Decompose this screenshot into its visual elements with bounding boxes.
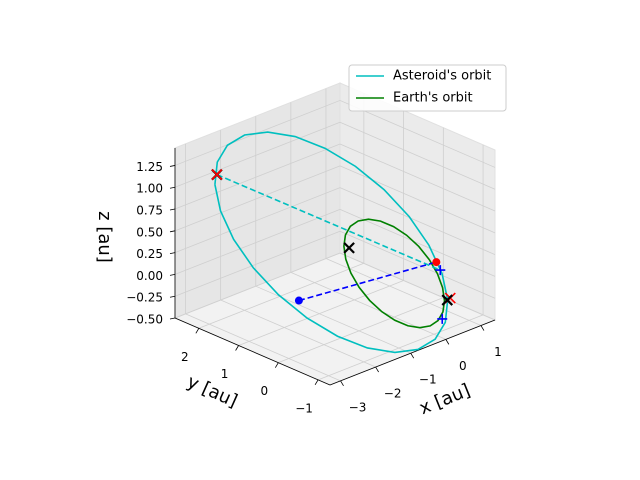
dashed-line	[298, 261, 437, 302]
x-tick-label: 0	[459, 359, 467, 373]
grid-line	[325, 258, 482, 326]
grid-line	[174, 187, 341, 253]
x-tick-label: −2	[384, 387, 402, 401]
z-tick-label: 0.75	[136, 204, 163, 218]
grid-line	[339, 187, 496, 255]
y-axis-label: y [au]	[184, 371, 241, 412]
plus-marker	[437, 313, 448, 324]
y-tick-label: 0	[261, 384, 269, 398]
grid-line	[185, 313, 341, 382]
grid-line	[339, 252, 496, 321]
legend: Asteroid's orbit Earth's orbit	[348, 64, 507, 112]
plus-marker	[435, 265, 446, 276]
plot-area	[211, 131, 456, 354]
x-tick	[375, 366, 379, 373]
y-tick	[195, 328, 200, 334]
grid-line	[198, 262, 364, 329]
x-marker	[343, 242, 355, 254]
point-marker	[294, 296, 303, 305]
z-tick-label: −0.50	[126, 313, 163, 327]
x-tick-label: 1	[494, 345, 502, 359]
z-tick-label: 1.00	[136, 182, 163, 196]
z-tick	[169, 252, 176, 255]
y-tick-label: −1	[295, 401, 313, 415]
grid-line	[278, 297, 444, 364]
z-tick-label: 0.25	[136, 247, 163, 261]
z-tick-label: 1.25	[136, 160, 163, 174]
point-marker	[432, 258, 441, 267]
z-tick	[169, 165, 176, 167]
z-tick	[169, 208, 176, 211]
z-tick	[169, 295, 176, 298]
x-tick-label: −3	[349, 400, 367, 414]
z-tick	[169, 274, 176, 276]
legend-label: Earth's orbit	[393, 91, 473, 106]
y-tick-label: 1	[221, 367, 229, 381]
y-tick	[274, 362, 279, 368]
x-marker	[441, 294, 454, 306]
grid-line	[174, 252, 341, 319]
x-tick	[480, 325, 485, 331]
grid-line	[174, 143, 341, 210]
z-tick-label: 0.50	[136, 225, 163, 239]
y-tick	[235, 345, 239, 351]
y-tick	[314, 379, 319, 386]
grid-line	[220, 299, 376, 368]
grid-line	[174, 165, 341, 232]
grid-line	[339, 143, 496, 212]
x-tick	[340, 380, 344, 387]
grid-line	[339, 209, 496, 277]
legend-label: Asteroid's orbit	[393, 69, 491, 84]
x-tick-label: −1	[419, 373, 437, 387]
panes: −3 −2 −1 0 1 −1 0 1 2 −0.50 −0.25 0.00 0.25 0.50 0.75 1…	[126, 82, 502, 415]
orbit-line	[343, 218, 446, 329]
grid-line	[339, 165, 496, 234]
grid-line	[339, 100, 496, 168]
y-axis	[174, 317, 331, 386]
grid-line	[238, 280, 404, 346]
grid-line	[317, 314, 484, 381]
y-tick-label: 2	[181, 350, 189, 364]
dashed-line	[216, 173, 441, 271]
z-axis-label: z [au]	[94, 211, 115, 263]
z-tick	[169, 230, 176, 233]
x-axis	[329, 319, 496, 386]
legend-box	[348, 64, 507, 112]
z-tick-label: 0.00	[136, 269, 163, 283]
grid-line	[174, 230, 341, 297]
grid-line	[339, 230, 496, 299]
z-tick	[169, 186, 176, 189]
x-tick	[410, 352, 415, 359]
grid-line	[174, 121, 341, 188]
z-tick-label: −0.25	[126, 291, 163, 305]
x-marker	[211, 169, 223, 181]
z-tick	[169, 317, 176, 320]
x-tick	[445, 339, 450, 345]
grid-line	[339, 121, 496, 190]
grid-line	[174, 209, 341, 275]
